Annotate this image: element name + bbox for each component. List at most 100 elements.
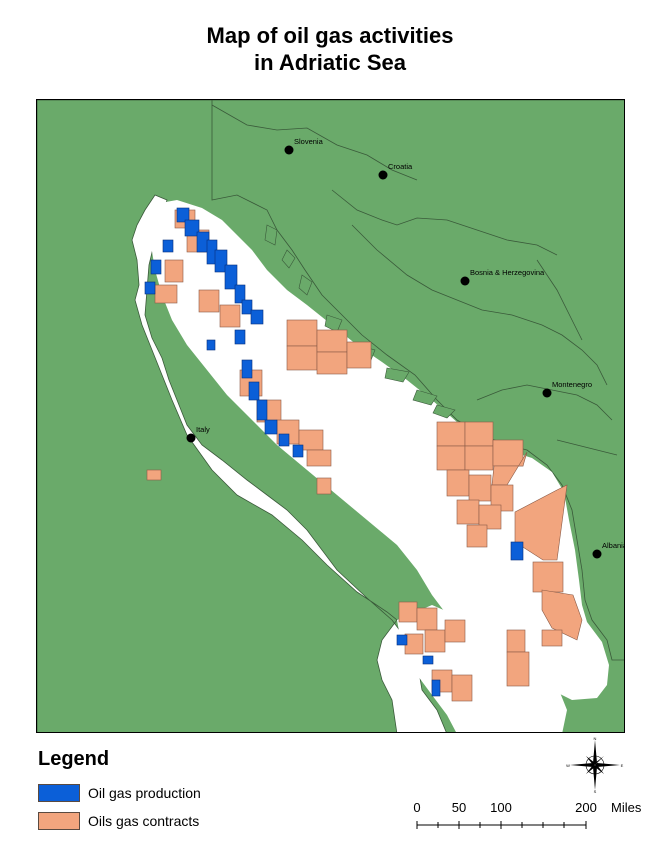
contract-block [398,601,418,623]
compass-south-point [593,765,597,790]
land-group [37,100,624,732]
contract-block [316,329,348,353]
production-block [162,239,174,253]
production-block [248,381,260,401]
contract-block [416,607,438,631]
contract-block [506,629,526,653]
place-label-italy: Italy [196,425,210,434]
contract-block [541,589,583,641]
compass-north-point [593,740,597,765]
production-block [241,299,253,315]
legend-swatch-contracts [38,812,80,830]
compass-se-point [595,765,604,774]
production-block [510,541,524,561]
legend-label-contracts: Oils gas contracts [88,813,200,829]
production-block [422,655,434,665]
production-block [256,399,268,421]
scale-unit-label: Miles [611,800,642,815]
production-block [241,359,253,379]
contract-block [424,629,446,653]
map-canvas[interactable]: Slovenia Croatia Bosnia & Herzegovina Mo… [37,100,625,733]
place-label-croatia: Croatia [388,162,413,171]
contract-block [446,469,470,497]
compass-e-label: E [621,763,624,768]
oil-gas-production [144,207,524,697]
contract-block [492,439,524,467]
production-block [396,634,408,646]
production-block [214,249,228,273]
contract-block [286,319,318,347]
production-block [234,284,246,304]
place-marker-slovenia [284,145,294,155]
scale-bar: 0 50 100 200 Miles [408,800,642,840]
compass-w-label: W [566,763,570,768]
contract-block [436,421,466,447]
compass-ne-point [595,756,604,763]
scale-label-200: 200 [575,800,597,815]
place-label-bosnia: Bosnia & Herzegovina [470,268,545,277]
contract-block [146,469,162,481]
place-marker-montenegro [542,388,552,398]
production-block [250,309,264,325]
production-block [431,679,441,697]
contract-block [286,345,318,371]
compass-s-label: S [594,789,597,794]
contract-block [444,619,466,643]
contract-block [219,304,241,328]
contract-block [506,651,530,687]
place-marker-italy [186,433,196,443]
country-borders [211,104,618,456]
scale-bar-graphic [416,821,587,829]
contract-block [490,484,514,512]
contract-block [316,477,332,495]
place-label-montenegro: Montenegro [552,380,592,389]
contract-block [316,351,348,375]
place-markers: Slovenia Croatia Bosnia & Herzegovina Mo… [186,137,625,559]
map-title-line1: Map of oil gas activities [206,23,454,48]
map-title: Map of oil gas activities in Adriatic Se… [0,22,660,76]
production-block [264,419,278,435]
production-block [224,264,238,290]
legend-title: Legend [38,748,110,770]
production-block [176,207,190,223]
contract-block [346,341,372,369]
compass-east-point [595,763,620,767]
place-marker-croatia [378,170,388,180]
contract-block [456,499,480,525]
production-block [150,259,162,275]
contract-block [306,449,332,467]
contract-block [466,524,488,548]
production-block [292,444,304,458]
production-block [184,219,200,237]
place-label-albania: Albania [602,541,625,550]
compass-n-label: N [594,736,597,741]
legend-swatch-production [38,784,80,802]
compass-west-point [570,763,595,767]
contract-block [468,474,492,502]
scale-label-50: 50 [451,800,467,815]
place-marker-albania [592,549,602,559]
compass-rose-icon: N S W E [566,736,624,794]
contract-block [404,633,424,655]
map-frame[interactable]: Slovenia Croatia Bosnia & Herzegovina Mo… [36,99,625,733]
contract-block [464,421,494,447]
map-title-line2: in Adriatic Sea [253,50,406,75]
contract-block [436,445,466,471]
place-marker-bosnia [460,276,470,286]
production-block [278,433,290,447]
contract-block [198,289,220,313]
legend-item-production: Oil gas production [38,784,201,802]
compass-ring [585,755,605,775]
scale-label-0: 0 [413,800,421,815]
compass-sw-point [586,765,595,774]
contract-block [478,504,502,530]
contract-block [532,561,564,593]
contract-block [154,284,178,304]
contract-block [464,445,494,471]
contract-block [491,451,528,486]
place-label-slovenia: Slovenia [294,137,324,146]
adriatic-basin [147,200,609,700]
contract-block [164,259,184,283]
contract-block [451,674,473,702]
legend-item-contracts: Oils gas contracts [38,812,199,830]
